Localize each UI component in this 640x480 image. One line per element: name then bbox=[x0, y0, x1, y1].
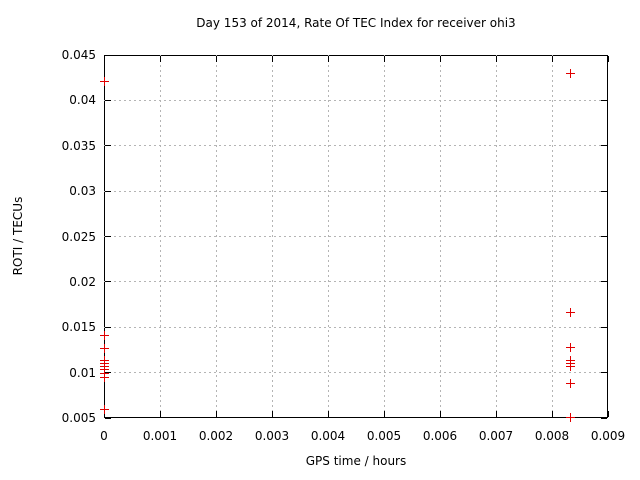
y-tick-mark-right bbox=[601, 190, 607, 192]
x-tick-label: 0.002 bbox=[198, 429, 234, 443]
x-tick-mark-top bbox=[607, 56, 609, 62]
x-tick-label: 0.009 bbox=[590, 429, 626, 443]
y-tick-mark-left bbox=[105, 417, 111, 419]
x-tick-label: 0.007 bbox=[478, 429, 514, 443]
y-tick-mark-left bbox=[105, 145, 111, 147]
y-tick-mark-left bbox=[105, 190, 111, 192]
y-tick-mark-left bbox=[105, 372, 111, 374]
y-tick-label: 0.025 bbox=[61, 229, 96, 244]
y-tick-label: 0.01 bbox=[69, 365, 96, 380]
y-tick-mark-right bbox=[601, 236, 607, 237]
x-tick-label: 0.004 bbox=[310, 429, 346, 443]
x-tick-mark-top bbox=[383, 56, 385, 62]
data-point-marker bbox=[566, 412, 576, 422]
x-tick-mark-top bbox=[439, 56, 441, 62]
x-tick-mark-bottom bbox=[495, 411, 497, 417]
x-tick-mark-bottom bbox=[551, 411, 553, 417]
x-tick-label: 0.003 bbox=[254, 429, 290, 443]
x-tick-mark-top bbox=[551, 56, 553, 62]
x-tick-mark-top bbox=[271, 56, 273, 62]
y-tick-label: 0.035 bbox=[61, 138, 96, 153]
data-point-marker bbox=[99, 343, 109, 353]
horizontal-gridline bbox=[104, 372, 608, 374]
x-tick-mark-top bbox=[159, 56, 161, 62]
x-tick-label: 0.008 bbox=[534, 429, 570, 443]
horizontal-gridline bbox=[104, 236, 608, 237]
data-point-marker bbox=[99, 405, 109, 415]
x-tick-label: 0 bbox=[100, 429, 108, 443]
x-axis-label: GPS time / hours bbox=[305, 454, 407, 468]
y-tick-mark-left bbox=[105, 99, 111, 101]
x-tick-mark-top bbox=[495, 56, 497, 62]
y-tick-mark-right bbox=[601, 372, 607, 374]
x-tick-mark-bottom bbox=[215, 411, 217, 417]
horizontal-gridline bbox=[104, 281, 608, 283]
x-tick-mark-bottom bbox=[439, 411, 441, 417]
x-tick-mark-top bbox=[215, 56, 217, 62]
y-tick-label: 0.03 bbox=[69, 184, 96, 199]
y-tick-label: 0.045 bbox=[61, 48, 96, 62]
y-tick-mark-right bbox=[601, 145, 607, 147]
y-tick-mark-left bbox=[105, 54, 111, 56]
y-tick-label: 0.015 bbox=[61, 320, 96, 335]
y-tick-mark-right bbox=[601, 281, 607, 283]
y-tick-mark-left bbox=[105, 236, 111, 237]
x-tick-mark-bottom bbox=[159, 411, 161, 417]
y-tick-label: 0.005 bbox=[61, 411, 96, 425]
y-tick-mark-left bbox=[105, 281, 111, 283]
y-tick-label: 0.02 bbox=[69, 274, 96, 289]
x-tick-label: 0.001 bbox=[142, 429, 178, 443]
x-tick-mark-top bbox=[327, 56, 329, 62]
y-tick-label: 0.04 bbox=[69, 93, 96, 108]
y-tick-mark-left bbox=[105, 326, 111, 328]
data-point-marker bbox=[99, 76, 109, 86]
horizontal-gridline bbox=[104, 99, 608, 101]
x-tick-mark-bottom bbox=[607, 411, 609, 417]
data-point-marker bbox=[566, 68, 576, 78]
x-tick-mark-bottom bbox=[383, 411, 385, 417]
y-tick-mark-right bbox=[601, 54, 607, 56]
data-point-marker bbox=[99, 330, 109, 340]
x-tick-mark-bottom bbox=[271, 411, 273, 417]
x-tick-label: 0.006 bbox=[422, 429, 458, 443]
x-tick-mark-top bbox=[103, 56, 105, 62]
y-tick-mark-right bbox=[601, 417, 607, 419]
data-point-marker bbox=[566, 342, 576, 352]
x-tick-label: 0.005 bbox=[366, 429, 402, 443]
y-tick-mark-right bbox=[601, 326, 607, 328]
x-tick-mark-bottom bbox=[327, 411, 329, 417]
data-point-marker bbox=[99, 372, 109, 382]
data-point-marker bbox=[566, 361, 576, 371]
data-point-marker bbox=[566, 308, 576, 318]
data-point-marker bbox=[566, 379, 576, 388]
chart-title: Day 153 of 2014, Rate Of TEC Index for r… bbox=[196, 16, 516, 30]
horizontal-gridline bbox=[104, 190, 608, 192]
horizontal-gridline bbox=[104, 326, 608, 328]
y-tick-mark-right bbox=[601, 99, 607, 101]
horizontal-gridline bbox=[104, 145, 608, 147]
